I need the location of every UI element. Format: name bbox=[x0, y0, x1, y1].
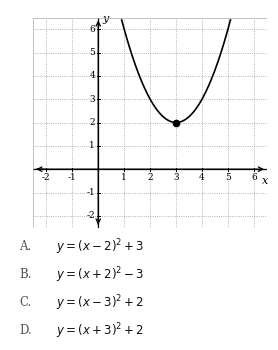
Text: -1: -1 bbox=[86, 188, 95, 197]
Text: 1: 1 bbox=[89, 141, 95, 150]
Text: -2: -2 bbox=[86, 211, 95, 220]
Text: C.: C. bbox=[19, 296, 32, 309]
Text: A.: A. bbox=[19, 240, 32, 253]
Text: $y = (x-2)^2+3$: $y = (x-2)^2+3$ bbox=[56, 237, 144, 257]
Text: $y = (x+2)^2-3$: $y = (x+2)^2-3$ bbox=[56, 265, 144, 285]
Text: B.: B. bbox=[19, 268, 32, 281]
Text: 5: 5 bbox=[225, 173, 231, 182]
Text: 3: 3 bbox=[90, 94, 95, 104]
Text: -1: -1 bbox=[68, 173, 77, 182]
Text: 4: 4 bbox=[89, 71, 95, 80]
Text: 4: 4 bbox=[199, 173, 205, 182]
Text: 2: 2 bbox=[147, 173, 153, 182]
Text: 2: 2 bbox=[90, 118, 95, 127]
Text: 1: 1 bbox=[121, 173, 127, 182]
Text: y: y bbox=[103, 14, 109, 25]
Text: $y = (x+3)^2+2$: $y = (x+3)^2+2$ bbox=[56, 321, 144, 341]
Text: 3: 3 bbox=[173, 173, 179, 182]
Text: x: x bbox=[262, 176, 269, 186]
Text: 6: 6 bbox=[251, 173, 257, 182]
Text: -2: -2 bbox=[42, 173, 51, 182]
Text: 5: 5 bbox=[89, 48, 95, 57]
Text: D.: D. bbox=[19, 324, 32, 337]
Text: 6: 6 bbox=[89, 25, 95, 34]
Text: $y = (x-3)^2+2$: $y = (x-3)^2+2$ bbox=[56, 293, 144, 313]
